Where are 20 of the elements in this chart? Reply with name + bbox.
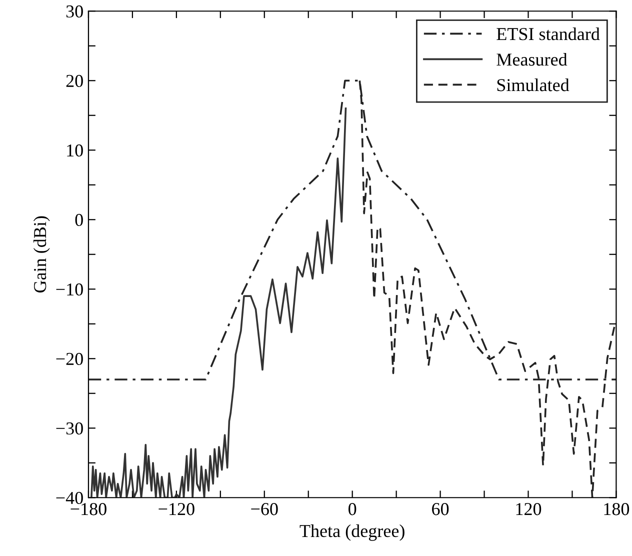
y-tick-label: −30 [56,422,83,435]
y-tick-label: 10 [67,144,83,157]
y-tick-label: 30 [66,5,83,18]
y-tick-label: −10 [56,283,83,296]
x-tick-label: 60 [432,503,449,516]
y-tick-label: 20 [66,74,83,88]
legend-label: ETSI standard [496,27,600,40]
x-tick-label: −120 [158,503,194,516]
y-axis-title: Gain (dBi) [33,216,50,292]
legend-label: Measured [496,52,568,66]
y-tick-label: −40 [56,492,83,504]
x-tick-label: 0 [348,503,356,516]
x-axis-title: Theta (degree) [300,524,404,541]
x-tick-label: −180 [70,503,106,516]
y-tick-label: 0 [75,214,83,226]
x-tick-label: 120 [516,503,542,516]
x-tick-label: −60 [251,503,278,516]
y-tick-label: −20 [56,352,83,366]
legend-label: Simulated [497,78,570,92]
x-tick-label: 180 [604,503,630,516]
